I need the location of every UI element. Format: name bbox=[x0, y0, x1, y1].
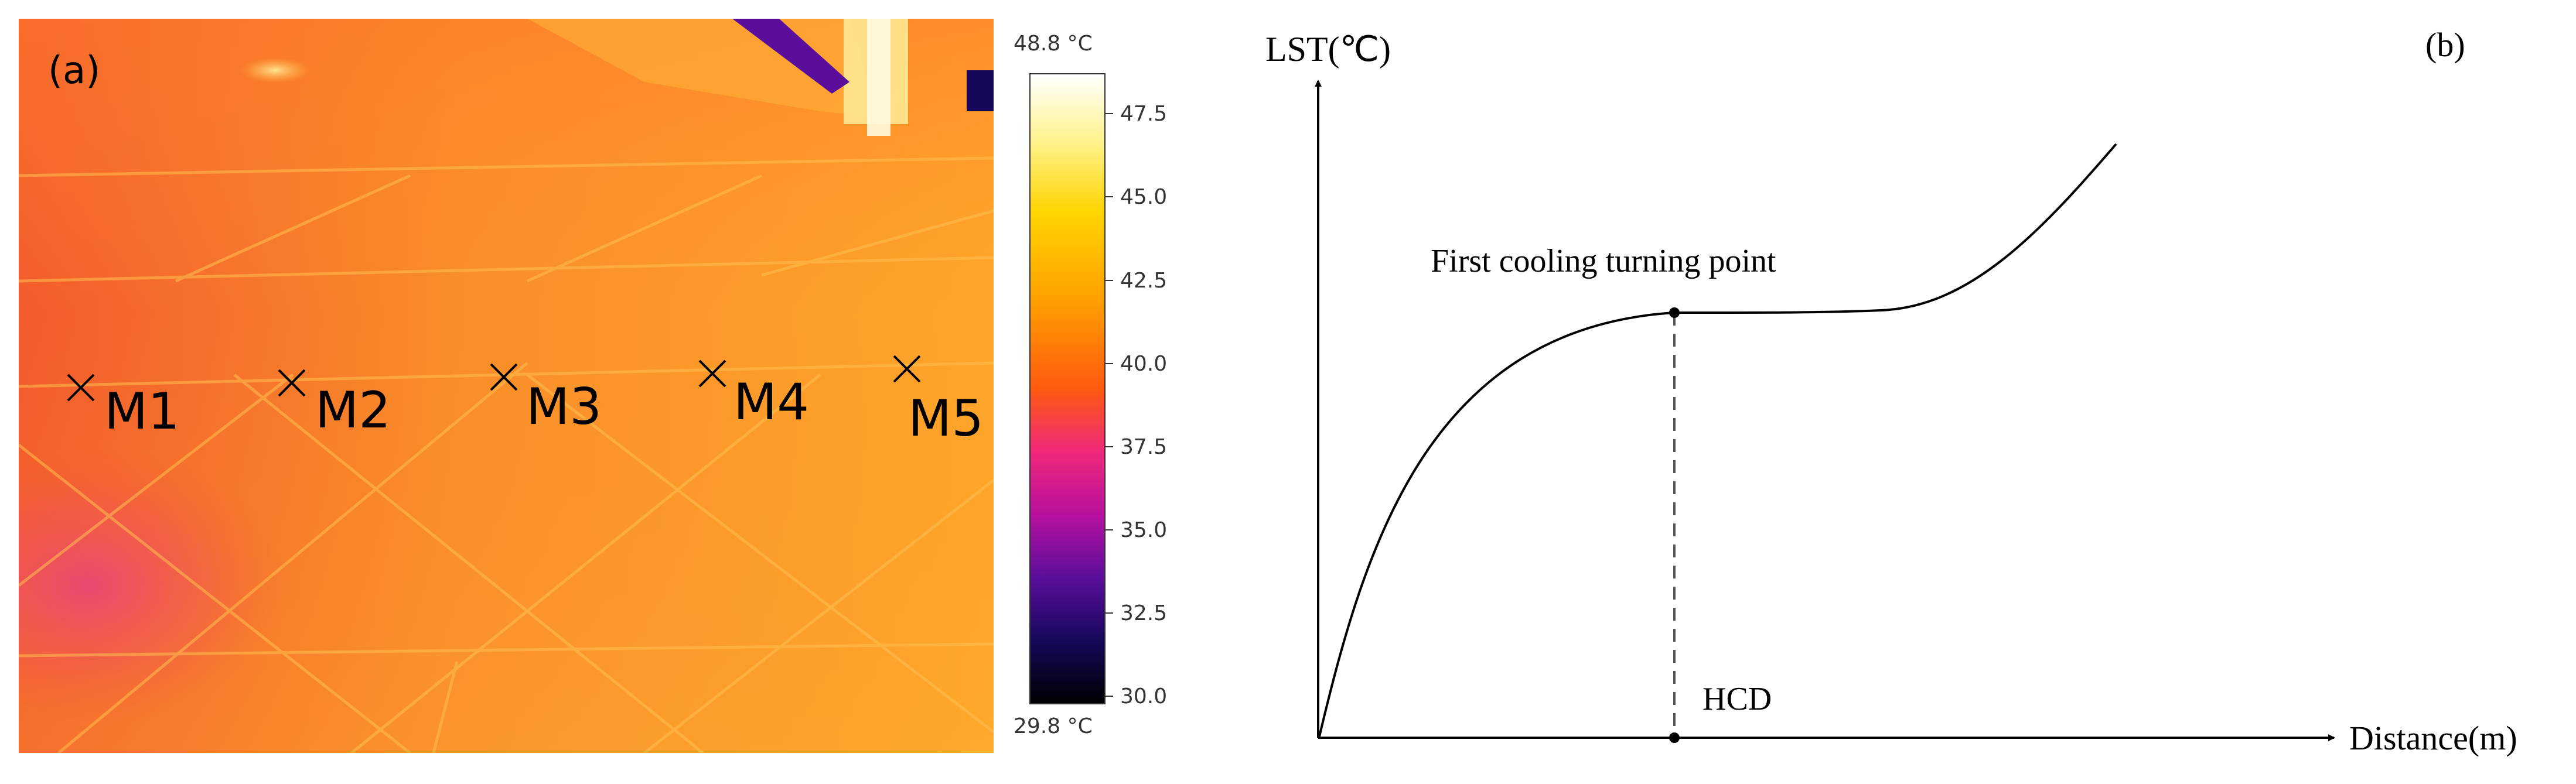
colorbar: 48.8 °C 29.8 °C 47.5 45.0 42.5 40.0 37.5… bbox=[1014, 32, 1167, 738]
marker-m1-label: M1 bbox=[104, 382, 180, 441]
colorbar-tick-label: 40.0 bbox=[1120, 352, 1167, 376]
marker-m3: M3 bbox=[490, 363, 602, 436]
cool-frame bbox=[732, 19, 849, 94]
colorbar-min-label: 29.8 °C bbox=[1014, 714, 1093, 738]
turning-point-marker bbox=[1669, 307, 1680, 318]
y-axis-label: LST(℃) bbox=[1265, 30, 1391, 69]
thermal-image bbox=[19, 19, 994, 753]
colorbar-tick-label: 32.5 bbox=[1120, 601, 1167, 625]
panel-b: (b) LST(℃) Distance(m) First cooling tur… bbox=[1265, 26, 2517, 757]
hcd-label: HCD bbox=[1702, 681, 1772, 717]
tile-lines bbox=[19, 156, 994, 753]
colorbar-tick-label: 45.0 bbox=[1120, 185, 1167, 209]
hcd-marker bbox=[1669, 732, 1680, 743]
marker-m4-label: M4 bbox=[733, 373, 809, 432]
colorbar-tick-label: 37.5 bbox=[1120, 435, 1167, 459]
x-axis-label: Distance(m) bbox=[2349, 719, 2517, 757]
panel-a-label: (a) bbox=[48, 49, 100, 93]
colorbar-max-label: 48.8 °C bbox=[1014, 32, 1093, 56]
marker-m2: M2 bbox=[278, 369, 391, 440]
colorbar-tick-label: 35.0 bbox=[1120, 518, 1167, 542]
marker-m2-label: M2 bbox=[315, 381, 391, 440]
marker-m4: M4 bbox=[698, 360, 809, 432]
colorbar-tick-label: 47.5 bbox=[1120, 102, 1167, 126]
colorbar-gradient bbox=[1029, 73, 1106, 704]
colorbar-tick-label: 42.5 bbox=[1120, 269, 1167, 293]
hot-spot bbox=[240, 57, 311, 83]
marker-m5-label: M5 bbox=[908, 389, 984, 448]
marker-m3-label: M3 bbox=[526, 378, 602, 436]
colorbar-ticks bbox=[1105, 113, 1113, 697]
lst-curve bbox=[1318, 143, 2117, 737]
panel-b-label: (b) bbox=[2425, 26, 2465, 64]
turning-point-annotation: First cooling turning point bbox=[1431, 243, 1776, 279]
marker-m1: M1 bbox=[67, 374, 180, 441]
marker-m5: M5 bbox=[893, 355, 984, 448]
colorbar-tick-label: 30.0 bbox=[1120, 684, 1167, 708]
